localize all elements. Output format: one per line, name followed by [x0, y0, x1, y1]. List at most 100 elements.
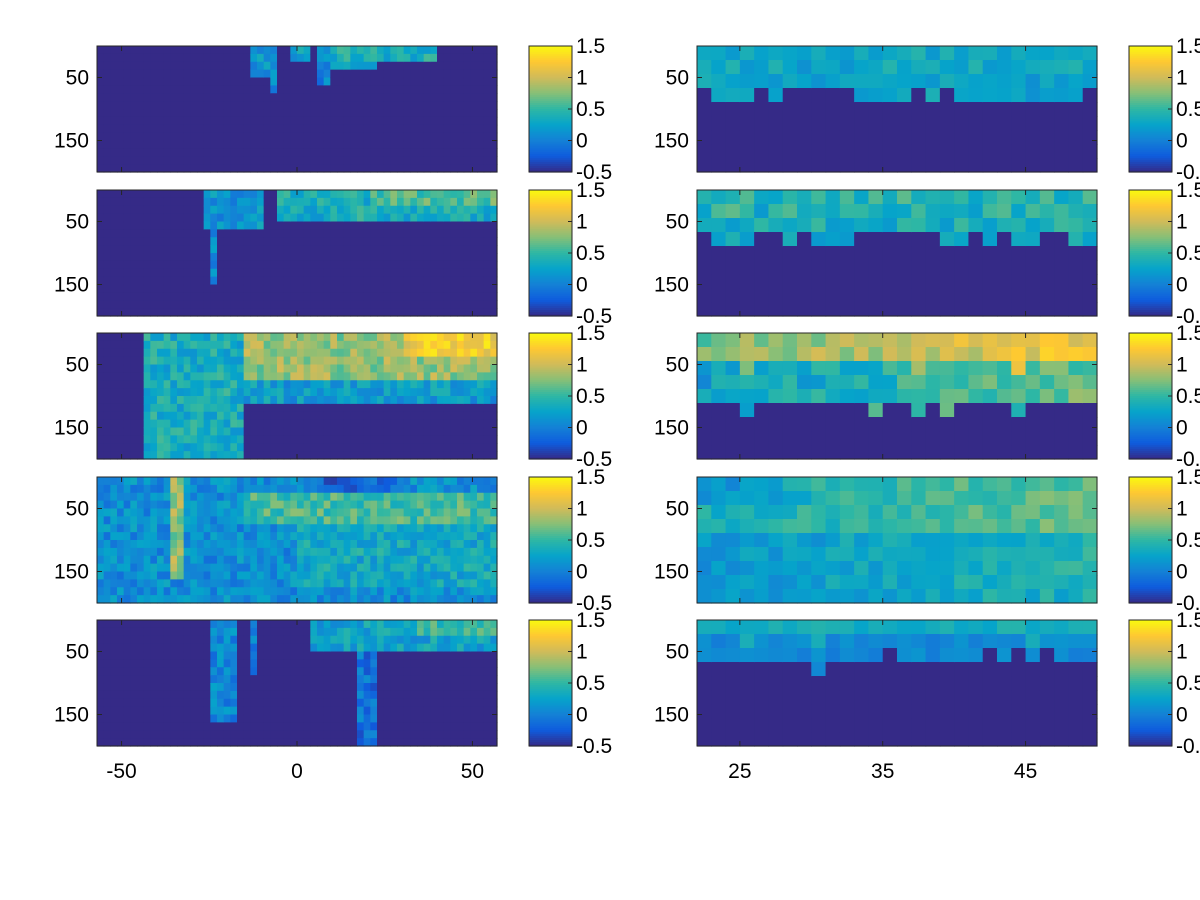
heatmap-cell — [725, 417, 741, 432]
heatmap-cell — [443, 364, 451, 373]
heatmap-cell — [123, 579, 131, 588]
heatmap-cell — [868, 431, 884, 446]
heatmap-cell — [430, 340, 438, 350]
heatmap-cell — [110, 85, 118, 94]
heatmap-cell — [170, 579, 178, 588]
heatmap-cell — [297, 532, 305, 541]
heatmap-cell — [357, 300, 365, 309]
heatmap-cell — [163, 213, 171, 223]
heatmap-cell — [882, 347, 898, 362]
heatmap-cell — [217, 77, 225, 86]
heatmap-cell — [157, 93, 165, 102]
colorbar-swatch — [529, 110, 572, 114]
heatmap-cell — [197, 190, 205, 199]
heatmap-cell — [143, 411, 151, 421]
heatmap-cell — [363, 411, 371, 421]
heatmap-cell — [257, 396, 265, 405]
colorbar-tick-label: 0 — [1176, 274, 1188, 297]
heatmap-cell — [210, 500, 218, 510]
heatmap-cell — [330, 477, 338, 486]
heatmap-cell — [197, 540, 205, 549]
heatmap-cell — [490, 411, 498, 421]
heatmap-cell — [117, 300, 125, 309]
heatmap-cell — [123, 547, 131, 557]
heatmap-cell — [483, 132, 491, 142]
heatmap-cell — [310, 364, 318, 373]
heatmap-cell — [483, 403, 491, 413]
heatmap-cell — [370, 477, 378, 486]
heatmap-cell — [270, 508, 278, 517]
heatmap-cell — [410, 116, 418, 126]
heatmap-cell — [163, 85, 171, 94]
heatmap-cell — [110, 500, 118, 510]
heatmap-cell — [210, 213, 218, 223]
heatmap-cell — [157, 571, 165, 580]
heatmap-cell — [177, 213, 185, 223]
heatmap-cell — [317, 93, 325, 102]
heatmap-cell — [457, 53, 465, 63]
colorbar-tick-label: -0.5 — [1176, 161, 1200, 184]
colorbar-swatch — [529, 457, 572, 460]
heatmap-cell — [911, 375, 927, 390]
heatmap-cell — [110, 340, 118, 350]
heatmap-cell — [190, 396, 198, 405]
colorbar-swatch — [529, 258, 572, 262]
heatmap-cell — [997, 246, 1012, 261]
colorbar-swatch — [529, 87, 572, 90]
heatmap-cell — [1011, 403, 1027, 418]
heatmap-cell — [417, 197, 425, 207]
heatmap-cell — [157, 69, 165, 79]
heatmap-cell — [390, 427, 398, 436]
heatmap-cell — [383, 563, 391, 573]
heatmap-cell — [410, 205, 418, 215]
colorbar-swatch — [1129, 132, 1172, 136]
heatmap-cell — [1082, 130, 1098, 145]
heatmap-cell — [270, 364, 278, 373]
heatmap-cell — [130, 524, 138, 533]
colorbar-swatch — [1129, 112, 1172, 116]
heatmap-cell — [1082, 74, 1098, 89]
heatmap-cell — [310, 484, 318, 494]
heatmap-cell — [103, 524, 111, 533]
heatmap-cell — [443, 85, 451, 94]
heatmap-cell — [157, 532, 165, 541]
heatmap-cell — [223, 540, 231, 549]
heatmap-cell — [150, 333, 158, 342]
heatmap-cell — [237, 109, 245, 118]
heatmap-cell — [437, 284, 445, 293]
heatmap-cell — [410, 443, 418, 452]
heatmap-cell — [725, 431, 741, 446]
heatmap-cell — [210, 396, 218, 405]
heatmap-cell — [397, 380, 405, 389]
heatmap-cell — [882, 116, 898, 131]
colorbar-swatch — [529, 388, 572, 391]
heatmap-cell — [243, 245, 251, 254]
heatmap-cell — [868, 274, 884, 289]
heatmap-cell — [1011, 60, 1027, 75]
heatmap-cell — [157, 46, 165, 55]
heatmap-cell — [697, 389, 712, 404]
heatmap-cell — [310, 492, 318, 502]
colorbar-swatch — [1129, 101, 1172, 104]
heatmap-cell — [725, 218, 741, 233]
heatmap-cell — [782, 232, 798, 247]
colorbar-tick-label: 1.5 — [576, 35, 605, 58]
heatmap-cell — [277, 403, 285, 413]
heatmap-cell — [711, 88, 727, 103]
heatmap-cell — [350, 333, 358, 342]
colorbar-swatch — [529, 286, 572, 290]
heatmap-cell — [1082, 375, 1098, 390]
heatmap-cell — [754, 74, 770, 89]
heatmap-cell — [290, 46, 298, 55]
heatmap-cell — [297, 69, 305, 79]
heatmap-cell — [1025, 361, 1041, 376]
heatmap-cell — [897, 302, 912, 317]
heatmap-cell — [190, 156, 198, 165]
heatmap-cell — [911, 232, 927, 247]
heatmap-cell — [297, 156, 305, 165]
heatmap-cell — [490, 237, 498, 246]
heatmap-cell — [968, 431, 984, 446]
heatmap-cell — [437, 213, 445, 223]
heatmap-cell — [150, 221, 158, 230]
heatmap-cell — [363, 372, 371, 381]
